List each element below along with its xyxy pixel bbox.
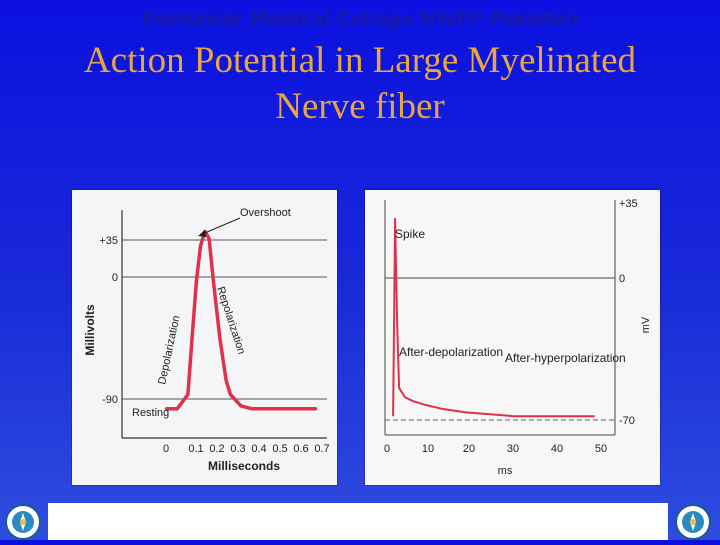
overshoot-arrow [199, 217, 241, 236]
x-tick-label: 20 [463, 443, 475, 455]
slide-title-line1: Action Potential in Large Myelinated [83, 40, 637, 81]
annotation-after-depolarization: After-depolarization [399, 345, 503, 359]
x-tick-label: 0.6 [293, 443, 308, 455]
x-tick-label: 0.2 [209, 443, 224, 455]
annotation-spike: Spike [395, 227, 425, 241]
x-tick-label: 0 [384, 443, 390, 455]
action-potential-trace [164, 229, 318, 411]
x-tick-label: 40 [551, 443, 563, 455]
seal-icon [5, 504, 41, 540]
y-tick-label: +35 [619, 198, 638, 210]
footer-bar [48, 503, 668, 540]
college-seal-left [2, 500, 44, 540]
y-axis-label: Millivolts [83, 304, 97, 356]
x-tick-label: 0.4 [251, 443, 266, 455]
x-tick-label: 0.1 [188, 443, 203, 455]
annotation-overshoot: Overshoot [240, 207, 291, 219]
spike-trace [392, 217, 595, 418]
slide-title-line2: Nerve fiber [275, 86, 445, 127]
spike-afterpotential-chart: +35 0 -70 mV 0 10 20 30 40 50 ms Spike A… [365, 190, 660, 485]
annotation-resting: Resting [132, 407, 169, 419]
x-tick-label: 0.5 [272, 443, 287, 455]
y-tick-label: -70 [619, 415, 635, 427]
x-tick-label: 0.3 [230, 443, 245, 455]
x-tick-label: 30 [507, 443, 519, 455]
y-tick-label: 0 [112, 272, 118, 284]
y-tick-label: 0 [619, 273, 625, 285]
x-axis-label: Milliseconds [208, 459, 280, 473]
footer-text: Peshawar Medical College NWFP Pakistan [141, 8, 579, 30]
x-axis-label: ms [498, 465, 513, 477]
overshoot-arrowhead [198, 230, 206, 237]
slide-title: Action Potential in Large Myelinated Ner… [0, 38, 720, 130]
annotation-depolarization: Depolarization [156, 314, 182, 385]
y-tick-label: +35 [99, 235, 118, 247]
spike-afterpotential-chart-svg: +35 0 -70 mV 0 10 20 30 40 50 ms Spike A… [384, 198, 652, 477]
annotation-after-hyperpolarization: After-hyperpolarization [505, 351, 626, 365]
x-tick-label: 0 [163, 443, 169, 455]
action-potential-chart-svg: +35 0 -90 Millivolts 0 0.1 0.2 0.3 0.4 0… [83, 207, 330, 473]
action-potential-chart: +35 0 -90 Millivolts 0 0.1 0.2 0.3 0.4 0… [72, 190, 337, 485]
x-tick-label: 0.7 [314, 443, 329, 455]
x-tick-label: 10 [422, 443, 434, 455]
x-tick-label: 50 [595, 443, 607, 455]
y-tick-label: -90 [102, 394, 118, 406]
x-tick-labels: 0 0.1 0.2 0.3 0.4 0.5 0.6 0.7 [163, 443, 330, 455]
seal-icon [675, 504, 711, 540]
college-seal-right [672, 500, 714, 540]
y-axis-label: mV [640, 316, 652, 333]
